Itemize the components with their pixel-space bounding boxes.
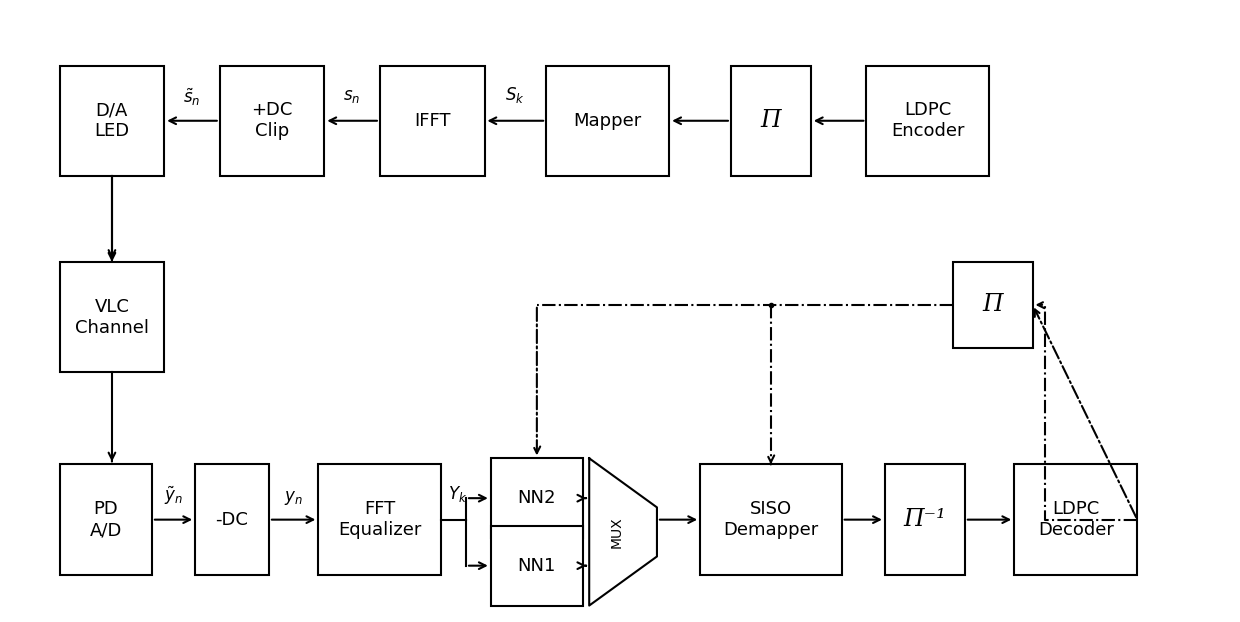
Text: +DC
Clip: +DC Clip [252, 101, 293, 140]
Text: PD
A/D: PD A/D [89, 500, 122, 539]
FancyBboxPatch shape [219, 65, 325, 176]
Text: $Y_k$: $Y_k$ [448, 485, 466, 504]
Text: Mapper: Mapper [574, 112, 642, 130]
Text: LDPC
Decoder: LDPC Decoder [1038, 500, 1114, 539]
FancyBboxPatch shape [195, 465, 269, 575]
FancyBboxPatch shape [491, 458, 583, 538]
Text: MUX: MUX [609, 516, 624, 548]
Text: $\tilde{s}_n$: $\tilde{s}_n$ [184, 87, 201, 108]
Text: $S_k$: $S_k$ [506, 85, 525, 105]
Text: IFFT: IFFT [414, 112, 450, 130]
FancyBboxPatch shape [319, 465, 441, 575]
Text: D/A
LED: D/A LED [94, 101, 129, 140]
Text: SISO
Demapper: SISO Demapper [723, 500, 818, 539]
Text: $y_n$: $y_n$ [284, 490, 303, 508]
Text: Π⁻¹: Π⁻¹ [904, 508, 946, 531]
Text: Π: Π [982, 294, 1003, 317]
FancyBboxPatch shape [1014, 465, 1137, 575]
Text: LDPC
Encoder: LDPC Encoder [892, 101, 965, 140]
Text: VLC
Channel: VLC Channel [74, 298, 149, 337]
FancyBboxPatch shape [701, 465, 842, 575]
FancyBboxPatch shape [952, 262, 1033, 348]
Text: FFT
Equalizer: FFT Equalizer [339, 500, 422, 539]
FancyBboxPatch shape [60, 65, 164, 176]
FancyBboxPatch shape [379, 65, 485, 176]
FancyBboxPatch shape [60, 465, 153, 575]
Text: Π: Π [760, 109, 781, 132]
FancyBboxPatch shape [867, 65, 990, 176]
FancyBboxPatch shape [885, 465, 965, 575]
FancyBboxPatch shape [491, 526, 583, 606]
Text: NN1: NN1 [517, 557, 556, 575]
Polygon shape [589, 458, 657, 606]
FancyBboxPatch shape [60, 262, 164, 373]
Text: $\tilde{y}_n$: $\tilde{y}_n$ [164, 485, 184, 508]
Text: -DC: -DC [216, 511, 248, 529]
FancyBboxPatch shape [546, 65, 670, 176]
Text: $s_n$: $s_n$ [343, 88, 361, 105]
Text: NN2: NN2 [517, 489, 556, 507]
FancyBboxPatch shape [730, 65, 811, 176]
